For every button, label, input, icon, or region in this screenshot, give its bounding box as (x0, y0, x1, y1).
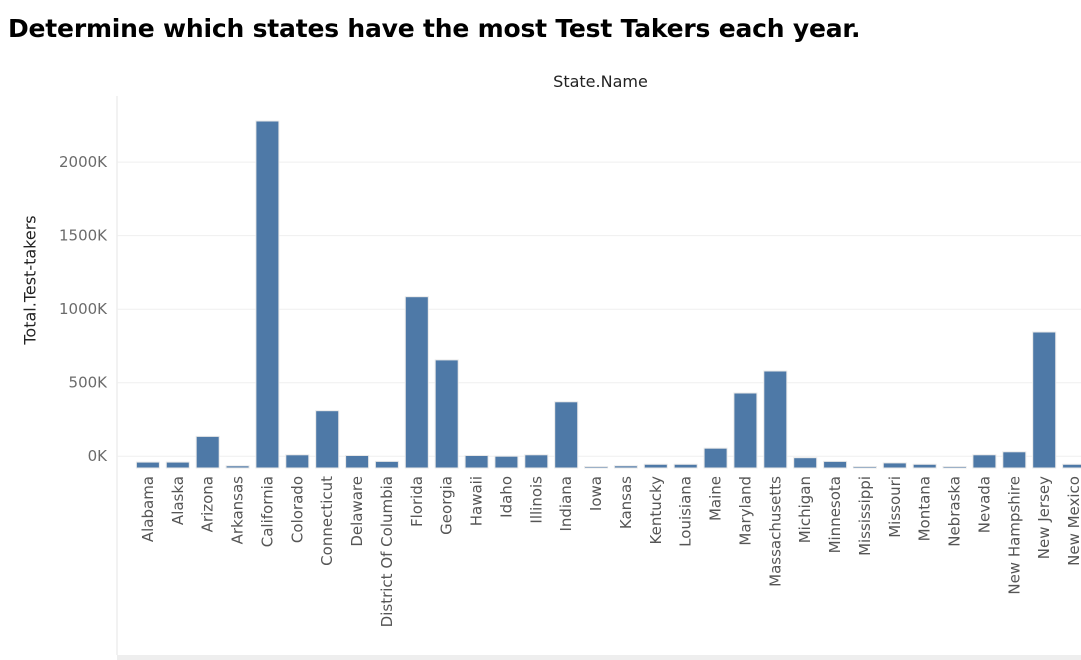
x-tick-label: Alaska (169, 476, 187, 525)
bar-new-mexico[interactable] (1062, 463, 1081, 469)
bar-florida[interactable] (404, 296, 429, 469)
bar-missouri[interactable] (882, 462, 907, 469)
bar-indiana[interactable] (554, 401, 579, 469)
x-tick-label: Minnesota (826, 476, 844, 553)
bar-california[interactable] (255, 120, 280, 469)
bar-arizona[interactable] (195, 435, 220, 469)
y-tick-label: 2000K (59, 153, 108, 171)
bar-maine[interactable] (703, 447, 728, 469)
x-tick-label: Alabama (139, 476, 157, 542)
x-tick-label: Missouri (886, 476, 904, 538)
x-tick-label: Connecticut (318, 476, 336, 566)
y-axis-ticks: 0K 500K 1000K 1500K 2000K (59, 153, 108, 465)
bar-connecticut[interactable] (315, 410, 340, 469)
x-tick-label: Massachusetts (766, 476, 784, 587)
x-tick-label: Arkansas (229, 476, 247, 545)
bar-idaho[interactable] (494, 455, 519, 469)
y-tick-label: 1000K (59, 300, 108, 318)
x-tick-label: New Mexico (1065, 476, 1081, 566)
bar-kansas[interactable] (613, 465, 638, 469)
bar-nebraska[interactable] (942, 466, 967, 469)
x-tick-label: Illinois (527, 476, 545, 524)
bar-michigan[interactable] (793, 457, 818, 469)
x-tick-label: Mississippi (856, 476, 874, 556)
bar-montana[interactable] (912, 463, 937, 469)
bar-georgia[interactable] (434, 359, 459, 469)
bar-alaska[interactable] (165, 461, 190, 469)
y-tick-label: 0K (88, 447, 109, 465)
x-axis-labels: Alabama Alaska Arizona Arkansas California Co… (139, 476, 1081, 628)
bar-arkansas[interactable] (225, 465, 250, 469)
bar-new-hampshire[interactable] (1002, 451, 1027, 469)
x-tick-label: Louisiana (677, 476, 695, 547)
x-tick-label: Hawaii (468, 476, 486, 526)
x-tick-label: Idaho (497, 476, 515, 518)
page-title: Determine which states have the most Tes… (8, 14, 861, 43)
x-tick-label: Colorado (288, 476, 306, 543)
bar-louisiana[interactable] (673, 463, 698, 469)
bar-district-of-columbia[interactable] (374, 460, 399, 469)
bar-nevada[interactable] (972, 454, 997, 469)
y-tick-label: 500K (69, 374, 109, 392)
x-tick-label: New Jersey (1035, 476, 1053, 559)
x-tick-label: Michigan (796, 476, 814, 543)
x-tick-label: Maryland (736, 476, 754, 546)
x-tick-label: California (258, 476, 276, 547)
bar-illinois[interactable] (524, 454, 549, 469)
x-tick-label: Maine (707, 476, 725, 521)
bar-massachusetts[interactable] (763, 370, 788, 469)
x-tick-label: Montana (916, 476, 934, 541)
bar-kentucky[interactable] (643, 463, 668, 469)
x-tick-label: Iowa (587, 476, 605, 511)
x-tick-label: New Hampshire (1005, 476, 1023, 595)
x-tick-label: Nebraska (946, 476, 964, 547)
bar-iowa[interactable] (584, 466, 609, 469)
x-tick-label: Florida (408, 476, 426, 527)
bar-new-jersey[interactable] (1032, 331, 1057, 469)
x-tick-label: Kansas (617, 476, 635, 529)
bars (135, 120, 1081, 469)
x-tick-label: Nevada (975, 476, 993, 533)
bar-delaware[interactable] (345, 455, 370, 469)
x-tick-label: District Of Columbia (378, 476, 396, 627)
column-header-state-name: State.Name (553, 72, 648, 91)
x-tick-label: Kentucky (647, 476, 665, 545)
y-tick-label: 1500K (59, 227, 108, 245)
bar-hawaii[interactable] (464, 455, 489, 469)
x-tick-label: Indiana (557, 476, 575, 532)
horizontal-scrollbar-track[interactable] (117, 655, 1081, 660)
x-tick-label: Georgia (438, 476, 456, 535)
x-tick-label: Arizona (199, 476, 217, 532)
bar-maryland[interactable] (733, 392, 758, 469)
bar-colorado[interactable] (285, 454, 310, 469)
x-tick-label: Delaware (348, 476, 366, 547)
bar-alabama[interactable] (135, 461, 160, 469)
bar-minnesota[interactable] (823, 460, 848, 469)
bar-mississippi[interactable] (852, 466, 877, 469)
